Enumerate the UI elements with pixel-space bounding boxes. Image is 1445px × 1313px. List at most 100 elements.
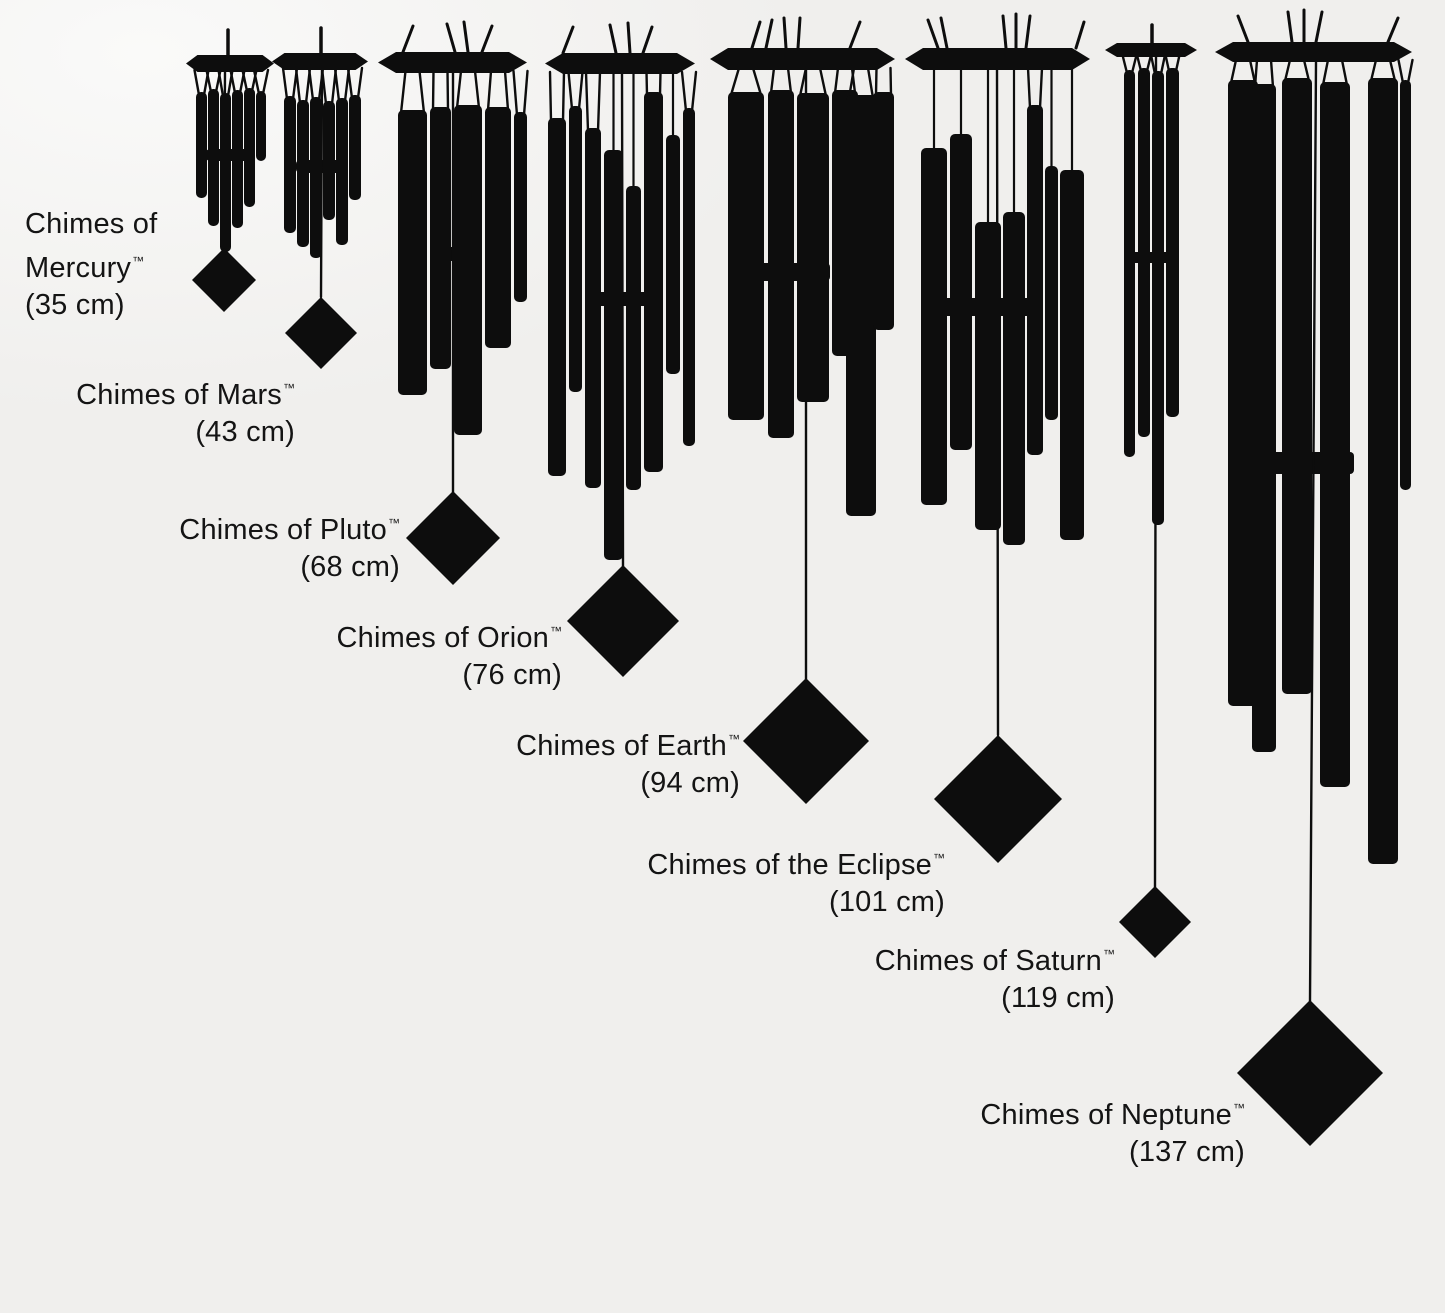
hanger-string bbox=[1314, 10, 1324, 44]
tube-string bbox=[1038, 66, 1044, 110]
chime-tube bbox=[310, 97, 322, 258]
chime-tube bbox=[232, 90, 243, 228]
chime-name: Chimes of Neptune bbox=[980, 1099, 1232, 1131]
chime-tube bbox=[485, 107, 511, 348]
chime-size: (43 cm) bbox=[195, 416, 295, 448]
tube-string bbox=[356, 66, 364, 100]
tube-string bbox=[333, 66, 341, 103]
trademark-symbol: ™ bbox=[728, 732, 740, 746]
tube-string bbox=[1026, 66, 1032, 110]
chime-tube bbox=[797, 93, 829, 402]
chime-tube bbox=[430, 107, 451, 369]
chime-label-saturn: Chimes of Saturn™ (119 cm) bbox=[655, 936, 1115, 1017]
windcatcher bbox=[285, 297, 357, 369]
tube-string bbox=[751, 66, 763, 97]
trademark-symbol: ™ bbox=[550, 624, 562, 638]
chime-tube bbox=[297, 100, 309, 247]
hanger-string bbox=[608, 23, 618, 55]
chime-name: Chimes of Orion bbox=[336, 622, 549, 654]
chime-tube bbox=[768, 90, 794, 438]
hanger-string bbox=[445, 22, 457, 54]
tube-string bbox=[866, 66, 875, 100]
tube-string bbox=[241, 68, 249, 93]
tube-string bbox=[346, 66, 354, 100]
chime-eclipse bbox=[905, 12, 1090, 863]
chime-tube bbox=[1027, 105, 1043, 455]
tube-string bbox=[431, 69, 435, 112]
tube-string bbox=[307, 66, 315, 102]
chime-tube bbox=[873, 92, 894, 330]
chime-label-mercury: Chimes of Mercury™ (35 cm) bbox=[25, 206, 305, 324]
tube-string bbox=[889, 66, 893, 97]
tube-string bbox=[418, 69, 426, 115]
chime-tube bbox=[1152, 71, 1164, 525]
chime-tube bbox=[454, 105, 482, 435]
tube-string bbox=[261, 68, 270, 96]
trademark-symbol: ™ bbox=[132, 254, 145, 268]
tube-string bbox=[1397, 58, 1405, 85]
hanger-string bbox=[641, 25, 654, 55]
tube-string bbox=[512, 69, 519, 117]
chime-tube bbox=[626, 186, 641, 490]
chime-orion bbox=[545, 21, 698, 677]
chime-size: (101 cm) bbox=[828, 886, 945, 918]
top-plate bbox=[378, 52, 527, 73]
chime-tube bbox=[1228, 80, 1258, 706]
chime-label-pluto: Chimes of Pluto™ (68 cm) bbox=[0, 505, 400, 586]
hanger-string bbox=[1236, 14, 1250, 44]
chime-saturn bbox=[1105, 23, 1197, 958]
hanger-string bbox=[1286, 10, 1294, 44]
chime-label-mars: Chimes of Mars™ (43 cm) bbox=[0, 370, 295, 451]
tube-string bbox=[252, 68, 261, 96]
chime-tube bbox=[244, 88, 255, 207]
chime-mercury bbox=[186, 28, 274, 312]
tube-string bbox=[399, 69, 407, 115]
chime-tube bbox=[1252, 84, 1276, 752]
chime-tube bbox=[1166, 68, 1179, 417]
tube-string bbox=[729, 66, 741, 97]
chime-name: Chimes of Pluto bbox=[179, 514, 387, 546]
windcatcher bbox=[743, 678, 869, 804]
hanger-string bbox=[1001, 14, 1008, 50]
trademark-symbol: ™ bbox=[283, 381, 295, 395]
tube-string bbox=[1159, 53, 1167, 76]
windcatcher bbox=[406, 491, 500, 585]
windcatcher bbox=[567, 565, 679, 677]
chime-neptune bbox=[1215, 8, 1414, 1146]
chime-size: (68 cm) bbox=[300, 551, 400, 583]
windcatcher bbox=[1237, 1000, 1383, 1146]
chime-tube bbox=[349, 95, 361, 200]
tube-string bbox=[503, 69, 510, 112]
tube-string bbox=[229, 68, 237, 95]
tube-string bbox=[584, 70, 590, 133]
hanger-string bbox=[626, 21, 632, 55]
trademark-symbol: ™ bbox=[933, 851, 945, 865]
chime-tube bbox=[1045, 166, 1058, 420]
hanger-string bbox=[401, 24, 415, 54]
hanging-cord bbox=[1308, 60, 1318, 1003]
chime-size: (76 cm) bbox=[462, 659, 562, 691]
chime-tube bbox=[666, 135, 680, 374]
chime-size: (137 cm) bbox=[1128, 1136, 1245, 1168]
tube-string bbox=[833, 66, 840, 95]
chime-name: Chimes of Earth bbox=[516, 730, 727, 762]
tube-string bbox=[1340, 58, 1349, 87]
tube-string bbox=[645, 70, 649, 97]
tube-string bbox=[1248, 58, 1257, 85]
tube-string bbox=[446, 69, 450, 112]
windcatcher bbox=[192, 248, 256, 312]
tube-string bbox=[874, 66, 878, 97]
tube-string bbox=[486, 69, 493, 112]
tube-string bbox=[818, 66, 828, 98]
tube-string bbox=[769, 66, 776, 95]
tube-string bbox=[294, 66, 302, 105]
chime-tube bbox=[1124, 70, 1135, 457]
tube-string bbox=[1229, 58, 1238, 85]
top-plate bbox=[545, 53, 695, 74]
tube-string bbox=[1388, 58, 1397, 83]
tube-string bbox=[1149, 53, 1157, 76]
chime-tube bbox=[604, 150, 623, 560]
windcatcher bbox=[934, 735, 1062, 863]
